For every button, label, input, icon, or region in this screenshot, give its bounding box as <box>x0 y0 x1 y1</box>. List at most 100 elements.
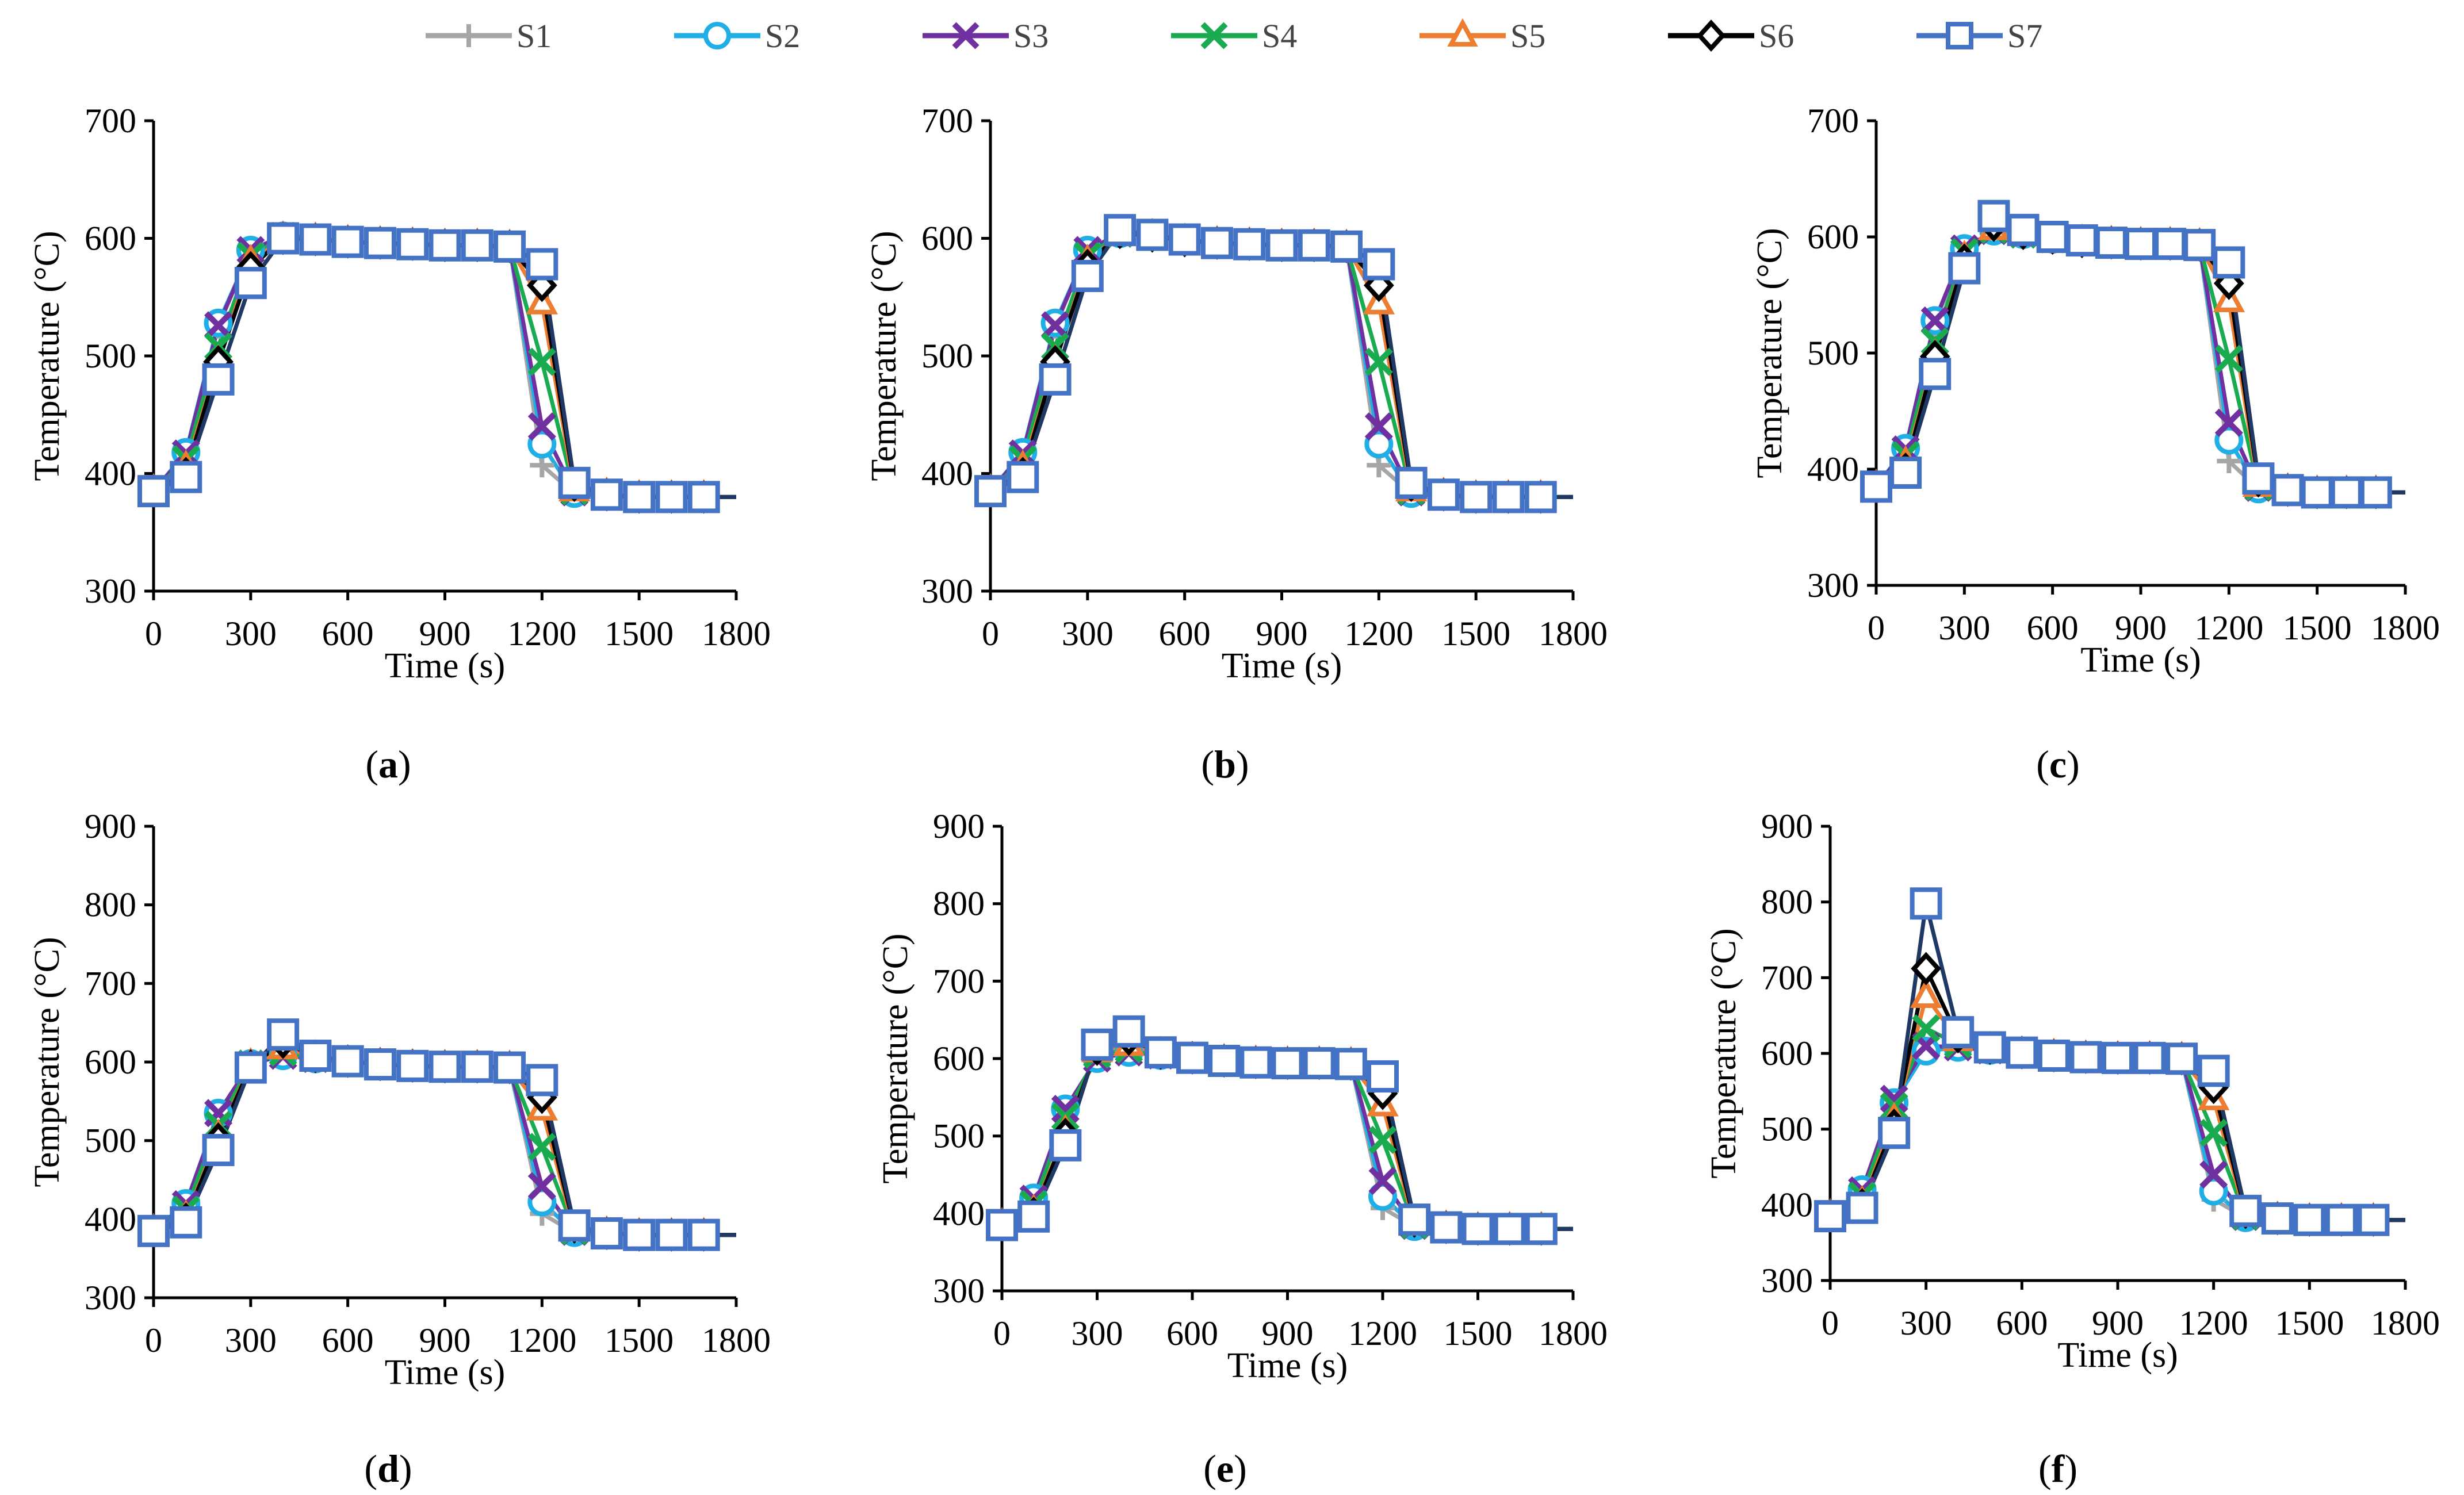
series-s5 <box>1829 994 2405 1222</box>
data-point <box>2125 228 2157 260</box>
data-point <box>1303 1047 1336 1080</box>
y-axis-title: Temperature (°C) <box>1704 928 1743 1178</box>
data-point <box>2197 1055 2230 1087</box>
data-point <box>493 230 526 263</box>
data-point <box>331 1045 364 1078</box>
data-point <box>1334 1048 1367 1080</box>
data-point <box>1814 1200 1846 1233</box>
legend-label: S2 <box>765 17 800 55</box>
x-tick-label: 1200 <box>507 1321 576 1359</box>
data-point <box>1525 1213 1558 1245</box>
data-point <box>2325 1203 2358 1236</box>
x-tick-label: 300 <box>1062 615 1114 653</box>
data-point <box>204 1099 233 1128</box>
data-point <box>1368 1125 1397 1154</box>
data-point <box>1910 978 1942 1008</box>
y-tick-label: 700 <box>1807 102 1859 140</box>
x-tick-label: 900 <box>1256 615 1308 653</box>
data-point <box>1041 311 1070 340</box>
legend-entry-s7: S7 <box>1916 17 2042 55</box>
y-tick-label: 500 <box>1761 1110 1813 1148</box>
x-tick-label: 900 <box>419 615 471 653</box>
data-point <box>1395 466 1428 499</box>
y-tick-label: 900 <box>1761 807 1813 845</box>
y-axis-title: Temperature (°C) <box>864 231 904 481</box>
data-point <box>1398 1203 1431 1236</box>
data-point <box>590 1217 623 1249</box>
legend-entry-s2: S2 <box>674 17 800 55</box>
data-point <box>1878 1117 1911 1149</box>
panel-label: (a) <box>365 742 411 786</box>
x-axis-title: Time (s) <box>2057 1336 2178 1375</box>
legend-label: S7 <box>2007 17 2042 55</box>
data-point <box>526 248 558 281</box>
legend-marker-x <box>1200 22 1228 49</box>
data-point <box>1427 478 1460 511</box>
y-tick-label: 800 <box>1761 883 1813 921</box>
data-point <box>267 1018 300 1051</box>
panel-label: (e) <box>1203 1447 1247 1490</box>
panel-label: (b) <box>1201 742 1249 786</box>
data-point <box>2133 1041 2166 1074</box>
data-point <box>1330 230 1363 263</box>
x-axis-title: Time (s) <box>2080 641 2201 680</box>
data-point <box>2229 1194 2262 1227</box>
y-tick-label: 600 <box>85 1043 136 1081</box>
y-tick-label: 700 <box>85 964 136 1002</box>
data-point <box>1144 1036 1177 1069</box>
y-tick-label: 400 <box>85 1200 136 1238</box>
data-point <box>461 229 493 262</box>
markers-s7 <box>986 1015 1558 1245</box>
x-tick-label: 0 <box>982 615 999 653</box>
legend-entry-s1: S1 <box>426 17 552 55</box>
x-tick-label: 1200 <box>2194 609 2263 647</box>
data-point <box>526 1064 558 1097</box>
data-point <box>1104 214 1137 247</box>
legend-label: S3 <box>1013 17 1049 55</box>
data-point <box>1265 229 1298 262</box>
y-tick-label: 400 <box>85 455 136 493</box>
legend-marker-plus <box>457 24 480 47</box>
data-point <box>2214 408 2243 437</box>
x-tick-label: 300 <box>225 1321 277 1359</box>
data-point <box>1977 200 2010 232</box>
data-point <box>527 1133 556 1162</box>
data-point <box>364 227 396 259</box>
y-tick-label: 600 <box>933 1040 985 1078</box>
data-point <box>2214 344 2243 373</box>
data-point <box>202 363 235 396</box>
data-point <box>1112 1015 1145 1048</box>
data-point <box>590 478 623 511</box>
x-tick-label: 1800 <box>1539 615 1608 653</box>
data-point <box>1071 259 1104 292</box>
data-point <box>687 1218 720 1251</box>
legend-marker-x <box>952 22 980 49</box>
data-point <box>2301 476 2333 509</box>
data-point <box>1492 481 1525 513</box>
data-point <box>1298 229 1330 262</box>
data-point <box>396 228 429 260</box>
y-tick-label: 900 <box>85 807 136 845</box>
data-point <box>623 1218 656 1251</box>
y-axis-title: Temperature (°C) <box>1750 228 1789 478</box>
x-tick-label: 600 <box>1166 1314 1218 1352</box>
data-point <box>170 461 202 493</box>
data-point <box>2095 227 2128 259</box>
data-point <box>2261 1202 2294 1235</box>
legend-label: S6 <box>1759 17 1794 55</box>
data-point <box>1912 1014 1941 1043</box>
x-tick-label: 900 <box>419 1321 471 1359</box>
x-tick-label: 600 <box>1159 615 1211 653</box>
x-tick-label: 1200 <box>1344 615 1413 653</box>
data-point <box>204 311 233 340</box>
data-point <box>2037 1039 2070 1072</box>
data-point <box>461 1051 493 1083</box>
data-point <box>1846 1191 1878 1224</box>
data-point <box>1049 1129 1082 1162</box>
data-point <box>527 1172 556 1201</box>
data-point <box>2359 476 2392 509</box>
data-point <box>1239 1046 1272 1079</box>
data-point <box>623 481 656 513</box>
data-point <box>1367 1060 1399 1092</box>
